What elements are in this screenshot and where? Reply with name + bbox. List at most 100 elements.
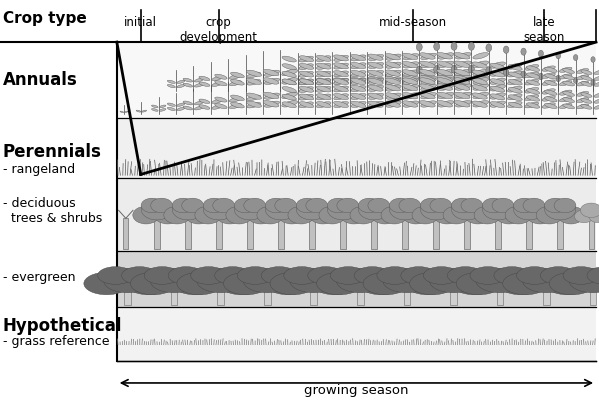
Ellipse shape [368,77,383,83]
Ellipse shape [300,102,314,107]
Circle shape [319,206,346,224]
Ellipse shape [490,63,505,69]
Ellipse shape [282,79,297,85]
Ellipse shape [282,69,298,76]
Ellipse shape [194,101,204,105]
Ellipse shape [401,267,437,284]
Ellipse shape [316,79,331,85]
Circle shape [340,206,367,224]
Ellipse shape [544,90,557,95]
Circle shape [203,199,234,220]
Ellipse shape [581,76,592,80]
Text: crop
development: crop development [180,16,258,44]
Ellipse shape [334,101,349,107]
Bar [558,218,563,249]
Circle shape [265,199,297,220]
Ellipse shape [122,267,158,284]
Ellipse shape [577,69,589,73]
Ellipse shape [282,79,297,85]
Ellipse shape [420,53,436,59]
Circle shape [328,199,359,220]
Ellipse shape [246,78,262,85]
Ellipse shape [525,95,539,101]
Ellipse shape [490,71,505,77]
Ellipse shape [231,79,244,85]
Ellipse shape [368,55,383,61]
Ellipse shape [416,66,422,74]
Ellipse shape [351,85,366,91]
Ellipse shape [282,78,298,84]
Ellipse shape [562,104,574,109]
Bar [527,218,532,249]
Ellipse shape [420,84,436,91]
Circle shape [297,198,318,213]
Ellipse shape [247,79,261,85]
Circle shape [141,199,173,220]
Ellipse shape [212,76,223,81]
Bar [125,286,131,305]
Ellipse shape [490,101,506,107]
Text: late
season: late season [523,16,565,44]
Ellipse shape [167,103,176,106]
Text: - evergreen: - evergreen [3,271,75,284]
Circle shape [574,210,594,223]
Ellipse shape [577,91,589,96]
Ellipse shape [516,267,552,284]
Ellipse shape [199,76,210,81]
Ellipse shape [299,102,313,108]
Ellipse shape [368,78,383,85]
Ellipse shape [455,78,471,84]
Circle shape [151,198,173,213]
Ellipse shape [299,79,313,85]
Ellipse shape [84,272,129,295]
Ellipse shape [419,76,435,82]
Ellipse shape [368,71,383,77]
Ellipse shape [150,269,198,293]
Ellipse shape [334,63,349,69]
Ellipse shape [177,85,185,88]
Ellipse shape [437,78,453,84]
Ellipse shape [507,94,522,100]
Ellipse shape [438,92,454,99]
Ellipse shape [455,53,471,59]
Ellipse shape [472,93,488,99]
Circle shape [389,198,411,213]
Ellipse shape [544,74,557,79]
Ellipse shape [98,267,134,284]
Circle shape [141,198,163,213]
Ellipse shape [454,78,470,84]
Ellipse shape [521,71,526,78]
Ellipse shape [403,76,418,82]
Ellipse shape [539,50,543,57]
Ellipse shape [581,93,592,97]
Ellipse shape [486,44,492,52]
Ellipse shape [438,61,454,67]
Ellipse shape [438,69,454,76]
Ellipse shape [473,92,489,99]
Circle shape [403,206,429,224]
Ellipse shape [199,105,210,109]
Ellipse shape [563,267,599,284]
Ellipse shape [351,55,366,61]
Circle shape [495,206,522,224]
Ellipse shape [403,78,418,84]
Text: - grass reference: - grass reference [3,335,110,348]
Ellipse shape [419,69,435,76]
Ellipse shape [351,71,366,77]
Ellipse shape [386,77,401,83]
Circle shape [358,198,380,213]
Ellipse shape [473,75,489,82]
Ellipse shape [581,105,592,109]
Ellipse shape [159,105,166,108]
Circle shape [381,206,407,224]
Ellipse shape [416,43,422,51]
Ellipse shape [316,94,331,100]
Ellipse shape [223,272,269,295]
Ellipse shape [472,101,488,107]
Ellipse shape [490,70,506,76]
Ellipse shape [507,63,522,69]
Circle shape [247,206,274,224]
Ellipse shape [183,101,193,105]
Circle shape [257,206,283,224]
Ellipse shape [316,94,331,100]
